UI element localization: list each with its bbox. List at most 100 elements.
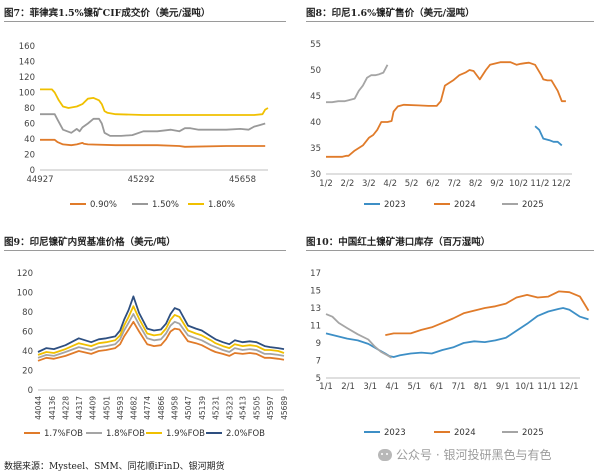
series-line-2023 — [534, 125, 563, 147]
x-tick-label: 8/2 — [469, 179, 483, 189]
x-tick-label: 45597 — [266, 396, 275, 420]
x-tick-label: 45292 — [128, 175, 155, 185]
y-tick-label: 40 — [310, 118, 321, 128]
x-tick-label: 44866 — [157, 396, 166, 420]
chart-title-fig10: 图10：中国红土镍矿港口库存（百万湿吨） — [306, 237, 491, 248]
series-line-2025 — [325, 313, 393, 359]
y-tick-label: 7 — [316, 357, 321, 367]
y-tick-label: 30 — [310, 170, 321, 180]
x-tick-label: 1/1 — [319, 382, 333, 392]
title-divider — [4, 21, 286, 22]
title-divider — [306, 21, 594, 22]
y-tick-label: 35 — [310, 144, 321, 154]
legend-label: 0.90% — [90, 200, 117, 210]
legend-label: 1.8%FOB — [106, 429, 145, 439]
title-divider — [4, 250, 286, 251]
x-tick-label: 9/2 — [490, 179, 504, 189]
x-tick-label: 4/1 — [385, 382, 399, 392]
y-tick-label: 55 — [310, 40, 321, 50]
x-tick-label: 3/2 — [362, 179, 376, 189]
y-tick-label: 5 — [316, 374, 321, 384]
legend-label: 1.9%FOB — [166, 429, 205, 439]
x-tick-label: 1/2 — [319, 179, 333, 189]
x-tick-label: 10/2 — [509, 179, 528, 189]
x-tick-label: 2/2 — [341, 179, 355, 189]
y-tick-label: 20 — [22, 367, 33, 377]
watermark: 公众号 · 银河投研黑色与有色 — [378, 446, 551, 463]
y-tick-label: 13 — [310, 304, 321, 314]
x-tick-label: 44927 — [26, 175, 53, 185]
y-tick-label: 40 — [22, 347, 33, 357]
x-tick-label: 45323 — [225, 396, 234, 420]
x-tick-label: 44501 — [102, 396, 111, 420]
y-tick-label: 120 — [17, 269, 33, 279]
chart-fig8: 55 50 45 40 35 301/2 2/2 3/2 4/2 5/2 6/2 7/2 8/2 9/2 1… — [310, 40, 572, 210]
y-tick-label: 160 — [19, 42, 35, 52]
legend-label: 1.50% — [152, 200, 179, 210]
series-line-18FOB — [37, 313, 285, 359]
watermark-text: 公众号 · 银河投研黑色与有色 — [396, 448, 552, 462]
wechat-icon — [378, 449, 392, 461]
legend-label: 2.0%FOB — [226, 429, 265, 439]
chart-fig10: 17 15 13 11 9 7 51/1 2/1 3/1 4/1 5/1 6/1 7/1 8/1 9/1 10… — [310, 269, 590, 438]
y-tick-label: 0 — [28, 386, 33, 396]
series-line-150 — [40, 113, 266, 137]
x-tick-label: 45047 — [184, 396, 193, 420]
y-tick-label: 80 — [22, 308, 33, 318]
x-tick-label: 5/1 — [408, 382, 422, 392]
x-tick-label: 45139 — [198, 396, 207, 420]
x-tick-label: 45658 — [229, 175, 256, 185]
y-tick-label: 17 — [310, 269, 321, 279]
x-tick-label: 44228 — [62, 396, 71, 420]
x-tick-label: 11/2 — [530, 179, 549, 189]
x-tick-label: 45413 — [239, 396, 248, 420]
x-tick-label: 8/1 — [474, 382, 488, 392]
x-tick-label: 12/2 — [552, 179, 571, 189]
y-tick-label: 0 — [30, 166, 35, 176]
x-tick-label: 44409 — [89, 396, 98, 420]
y-tick-label: 140 — [19, 58, 35, 68]
x-tick-label: 44317 — [75, 396, 84, 420]
series-line-17FOB — [37, 320, 285, 362]
y-tick-label: 60 — [22, 328, 33, 338]
y-tick-label: 20 — [24, 151, 35, 161]
x-tick-label: 6/1 — [430, 382, 444, 392]
series-line-2024 — [326, 61, 566, 158]
x-tick-label: 45505 — [252, 396, 261, 420]
x-tick-label: 44136 — [48, 396, 57, 420]
series-line-20FOB — [37, 295, 285, 353]
y-tick-label: 11 — [310, 322, 321, 332]
x-tick-label: 4/2 — [383, 179, 397, 189]
legend-label: 1.7%FOB — [44, 429, 83, 439]
legend-label: 2024 — [454, 428, 476, 438]
x-tick-label: 44682 — [129, 396, 138, 420]
x-tick-label: 5/2 — [405, 179, 419, 189]
y-tick-label: 40 — [24, 135, 35, 145]
y-tick-label: 80 — [24, 104, 35, 114]
x-tick-label: 45231 — [212, 396, 221, 420]
series-line-19FOB — [37, 305, 285, 356]
y-tick-label: 100 — [19, 89, 35, 99]
y-tick-label: 60 — [24, 120, 35, 130]
x-tick-label: 12/1 — [559, 382, 578, 392]
legend-label: 2025 — [522, 428, 544, 438]
chart-title-fig8: 图8：印尼1.6%镍矿售价（美元/湿吨） — [306, 8, 475, 19]
x-tick-label: 2/1 — [341, 382, 355, 392]
series-line-2023 — [325, 307, 589, 358]
legend-label: 2023 — [384, 428, 406, 438]
title-divider — [306, 250, 594, 251]
y-tick-label: 45 — [310, 92, 321, 102]
y-tick-label: 120 — [19, 73, 35, 83]
y-tick-label: 50 — [310, 66, 321, 76]
series-line-180 — [40, 88, 269, 116]
x-tick-label: 44774 — [143, 396, 152, 420]
series-line-2025 — [326, 64, 389, 104]
series-line-2024 — [385, 290, 590, 336]
legend-label: 2025 — [522, 200, 544, 210]
x-tick-label: 6/2 — [426, 179, 440, 189]
x-tick-label: 10/1 — [515, 382, 534, 392]
x-tick-label: 45689 — [280, 396, 289, 420]
x-tick-label: 44593 — [116, 396, 125, 420]
